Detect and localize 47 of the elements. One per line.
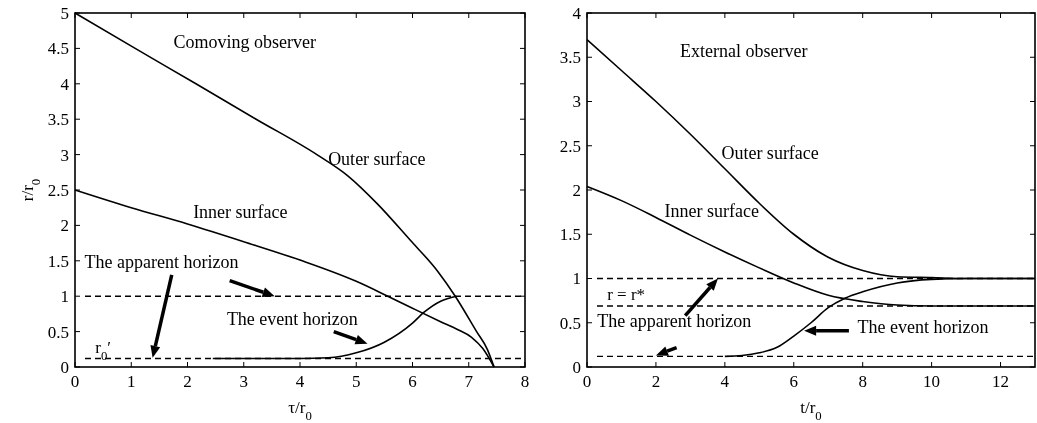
x-tick-label: 2 (651, 372, 661, 391)
x-tick-label: 4 (295, 372, 305, 391)
x-tick-label: 6 (789, 372, 799, 391)
y-tick-label: 4 (60, 74, 70, 94)
y-tick-label: 0.5 (47, 322, 69, 342)
x-tick-label: 6 (408, 372, 417, 391)
y-tick-label: 0 (60, 357, 69, 377)
annotation: The apparent horizon (597, 311, 752, 332)
x-tick-label: 12 (992, 372, 1010, 391)
series-label: Outer surface (328, 149, 426, 170)
y-tick-label: 3.5 (559, 48, 581, 68)
annotation: The apparent horizon (84, 251, 239, 272)
y-tick-label: 2.5 (559, 136, 581, 156)
y-tick-label: 0.5 (559, 313, 581, 333)
x-tick-label: 2 (183, 372, 192, 391)
annotation: The event horizon (226, 308, 358, 329)
x-axis-title: τ/r$_{0}$ (288, 398, 312, 423)
series-label: Outer surface (721, 143, 819, 164)
x-tick-label: 8 (520, 372, 530, 391)
y-tick-label: 3 (572, 92, 581, 112)
x-tick-label: 3 (239, 372, 248, 391)
y-tick-label: 1 (572, 269, 581, 289)
y-tick-label: 2 (572, 180, 581, 200)
y-tick-label: 2.5 (47, 180, 69, 200)
x-tick-label: 10 (923, 372, 941, 391)
y-tick-label: 5 (60, 3, 69, 23)
y-tick-label: 4.5 (47, 39, 69, 59)
annotation: Comoving observer (173, 32, 316, 53)
y-tick-label: 2 (60, 216, 69, 236)
x-tick-label: 8 (858, 372, 867, 391)
y-tick-label: 1 (60, 287, 69, 307)
annotation: External observer (680, 41, 808, 62)
y-tick-label: 1.5 (559, 225, 581, 245)
x-tick-label: 4 (720, 372, 730, 391)
y-tick-label: 3.5 (47, 110, 69, 130)
annotation: The event horizon (857, 317, 989, 338)
y-tick-label: 0 (572, 357, 581, 377)
series-label: Inner surface (193, 202, 288, 223)
x-tick-label: 1 (127, 372, 136, 391)
ref-line-label: r = r* (607, 284, 646, 304)
series-label: Inner surface (664, 200, 759, 221)
y-tick-label: 1.5 (47, 251, 69, 271)
x-tick-label: 7 (464, 372, 474, 391)
y-tick-label: 3 (60, 145, 69, 165)
x-tick-label: 5 (352, 372, 361, 391)
x-axis-title: t/r$_{0}$ (800, 398, 822, 423)
y-tick-label: 4 (572, 3, 582, 23)
